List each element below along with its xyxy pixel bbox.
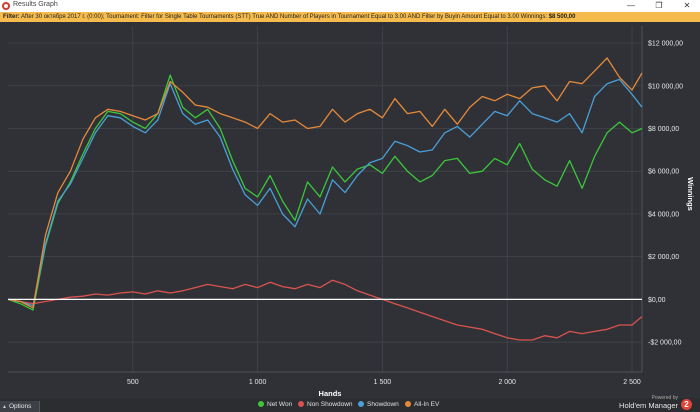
winnings-value: $8 500,00 (548, 14, 576, 20)
legend-item[interactable]: Net Won (258, 400, 292, 410)
chart-legend: Net Won Non Showdown Showdown All-In EV (0, 398, 700, 412)
x-tick-label: 2 500 (623, 379, 641, 386)
window-titlebar: Results Graph — ❐ ✕ (0, 0, 700, 12)
brand-logo-icon: 2 (681, 399, 692, 410)
y-tick-label: $0,00 (648, 297, 666, 304)
options-label: Options (8, 403, 32, 410)
window-title: Results Graph (13, 1, 58, 8)
x-tick-label: 1 000 (249, 379, 267, 386)
legend-label: Non Showdown (307, 401, 353, 408)
y-axis-title: Winnings (686, 177, 695, 211)
y-tick-label: $2 000,00 (648, 254, 679, 261)
x-tick-label: 500 (127, 379, 139, 386)
caret-up-icon: ▲ (2, 404, 7, 410)
legend-label: Showdown (367, 401, 399, 408)
y-tick-label: -$2 000,00 (648, 340, 682, 347)
brand-name: Hold'em Manager (619, 401, 678, 410)
minimize-button[interactable]: — (627, 1, 635, 10)
legend-item[interactable]: Showdown (358, 400, 399, 410)
legend-item[interactable]: Non Showdown (298, 400, 353, 410)
filter-bar[interactable]: Filter: After 30 октября 2017 г. (0:00);… (0, 12, 700, 22)
legend-label: All-In EV (414, 401, 440, 408)
app-logo-icon (2, 2, 10, 10)
legend-swatch (258, 401, 264, 407)
legend-swatch (298, 401, 304, 407)
y-tick-label: $4 000,00 (648, 211, 679, 218)
series-line-all-in-ev (7, 57, 643, 309)
x-axis-title: Hands (319, 389, 342, 398)
x-tick-label: 1 500 (374, 379, 392, 386)
options-button[interactable]: ▲ Options (0, 401, 40, 412)
filter-text: After 30 октября 2017 г. (0:00); Tournam… (21, 14, 520, 20)
x-tick-label: 2 000 (498, 379, 516, 386)
filter-prefix: Filter: (3, 14, 20, 20)
y-tick-label: $10 000,00 (648, 83, 683, 90)
series-line-net-won (7, 74, 643, 311)
legend-swatch (358, 401, 364, 407)
legend-label: Net Won (267, 401, 293, 408)
legend-swatch (405, 401, 411, 407)
series-line-non-showdown (7, 279, 643, 341)
results-graph[interactable]: 500 1 000 1 500 2 000 2 500 -$2 000,00 $0,00 $2… (0, 22, 700, 398)
series-line-showdown (7, 78, 643, 307)
y-tick-label: $6 000,00 (648, 169, 679, 176)
powered-by-text: Powered by (651, 395, 678, 401)
legend-item[interactable]: All-In EV (405, 400, 439, 410)
results-chart-svg: 500 1 000 1 500 2 000 2 500 -$2 000,00 $0,00 $2… (7, 26, 695, 398)
brand-footer: Powered by Hold'em Manager 2 (612, 395, 692, 412)
close-button[interactable]: ✕ (683, 1, 691, 10)
restore-button[interactable]: ❐ (655, 1, 663, 10)
y-tick-label: $12 000,00 (648, 41, 683, 48)
winnings-label: Winnings: (520, 14, 548, 20)
y-tick-label: $8 000,00 (648, 126, 679, 133)
